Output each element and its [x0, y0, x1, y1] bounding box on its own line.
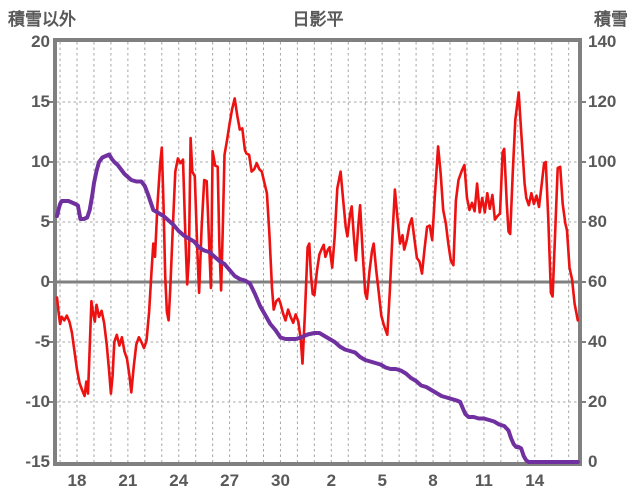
- x-axis-label-30: 30: [270, 471, 290, 490]
- left-axis-label--15: -15: [25, 452, 50, 471]
- chart-title: 日影平: [292, 10, 344, 29]
- right-axis-label-140: 140: [588, 32, 617, 51]
- x-axis-label-5: 5: [377, 471, 387, 490]
- plot-area: [49, 42, 586, 464]
- x-axis-label-27: 27: [220, 471, 240, 490]
- right-axis-label-80: 80: [588, 212, 607, 231]
- right-axis-label-20: 20: [588, 392, 607, 411]
- right-axis-label-60: 60: [588, 272, 607, 291]
- x-axis-label-14: 14: [525, 471, 545, 490]
- left-axis-title: 積雪以外: [8, 10, 76, 29]
- left-axis-label-10: 10: [31, 152, 50, 171]
- x-axis-label-24: 24: [169, 471, 189, 490]
- x-axis-label-8: 8: [428, 471, 438, 490]
- x-axis-label-11: 11: [474, 471, 493, 490]
- left-axis-label-0: 0: [40, 272, 50, 291]
- plot-area-border: [53, 38, 582, 466]
- right-axis-label-0: 0: [588, 452, 598, 471]
- right-axis-label-100: 100: [588, 152, 617, 171]
- series-line-temperature: [55, 91, 580, 398]
- left-axis-label-20: 20: [31, 32, 50, 51]
- right-axis-title: 積雪: [594, 10, 628, 29]
- right-axis-label-40: 40: [588, 332, 607, 351]
- left-axis-label--5: -5: [34, 332, 50, 351]
- left-axis-label-5: 5: [40, 212, 50, 231]
- series-line-snow-depth: [55, 152, 580, 464]
- left-axis-label--10: -10: [25, 392, 50, 411]
- x-axis-label-2: 2: [326, 471, 337, 490]
- x-axis-label-21: 21: [118, 471, 138, 490]
- left-axis-label-15: 15: [31, 92, 50, 111]
- right-axis-label-120: 120: [588, 92, 617, 111]
- x-axis-label-18: 18: [67, 471, 87, 490]
